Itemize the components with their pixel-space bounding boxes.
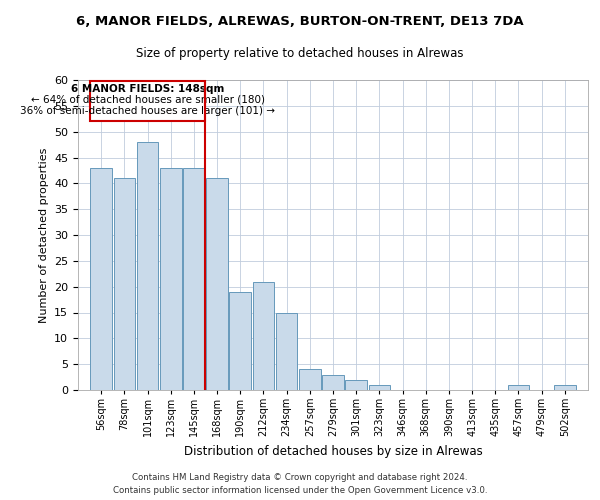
Text: Contains HM Land Registry data © Crown copyright and database right 2024.: Contains HM Land Registry data © Crown c… (132, 474, 468, 482)
Text: 6 MANOR FIELDS: 148sqm: 6 MANOR FIELDS: 148sqm (71, 84, 224, 94)
Bar (253, 282, 274, 390)
Bar (299, 370, 320, 390)
X-axis label: Distribution of detached houses by size in Alrewas: Distribution of detached houses by size … (184, 445, 482, 458)
Bar (183, 168, 205, 390)
Bar (346, 380, 367, 390)
Y-axis label: Number of detached properties: Number of detached properties (38, 148, 49, 322)
Text: 6, MANOR FIELDS, ALREWAS, BURTON-ON-TRENT, DE13 7DA: 6, MANOR FIELDS, ALREWAS, BURTON-ON-TREN… (76, 15, 524, 28)
Text: ← 64% of detached houses are smaller (180): ← 64% of detached houses are smaller (18… (31, 94, 265, 104)
Bar (137, 142, 158, 390)
Bar (91, 168, 112, 390)
Text: Size of property relative to detached houses in Alrewas: Size of property relative to detached ho… (136, 48, 464, 60)
Bar (276, 312, 298, 390)
Bar (368, 385, 390, 390)
Bar (322, 374, 344, 390)
FancyBboxPatch shape (90, 81, 205, 122)
Bar (229, 292, 251, 390)
Bar (113, 178, 135, 390)
Text: Contains public sector information licensed under the Open Government Licence v3: Contains public sector information licen… (113, 486, 487, 495)
Bar (508, 385, 529, 390)
Bar (554, 385, 575, 390)
Text: 36% of semi-detached houses are larger (101) →: 36% of semi-detached houses are larger (… (20, 106, 275, 116)
Bar (206, 178, 228, 390)
Bar (160, 168, 182, 390)
